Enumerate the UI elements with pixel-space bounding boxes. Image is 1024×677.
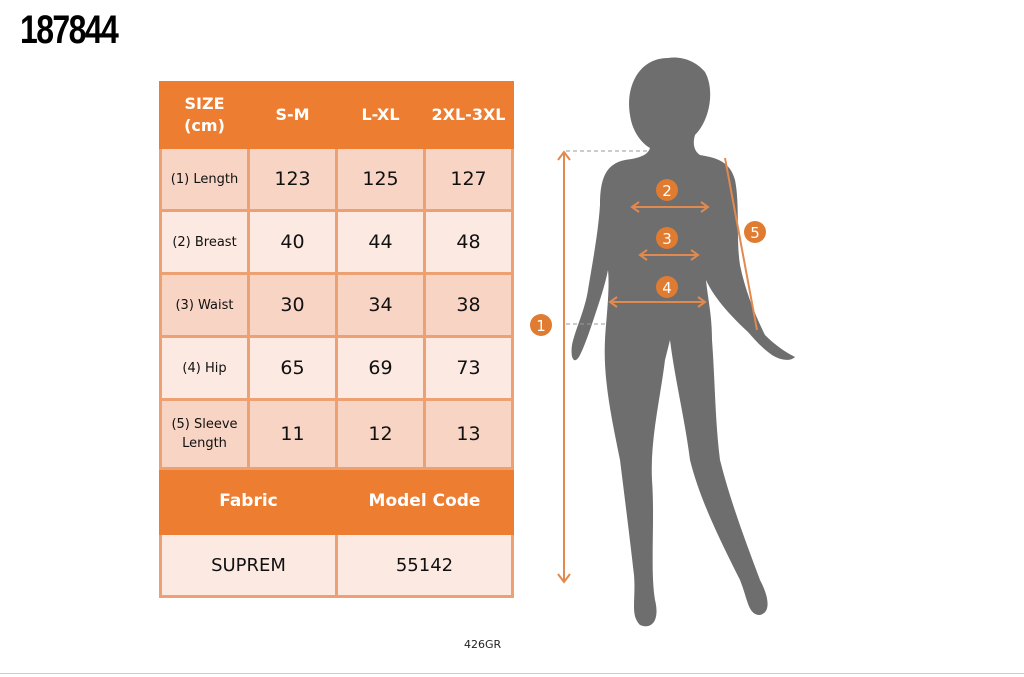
fabric-value-row: SUPREM 55142 (159, 532, 514, 598)
header-2xl-3xl: 2XL-3XL (423, 81, 514, 149)
cell: 13 (423, 398, 514, 470)
row-label: (3) Waist (159, 272, 250, 338)
cell: 40 (247, 209, 338, 275)
table-row: (2) Breast 40 44 48 (159, 209, 514, 275)
table-row: (5) Sleeve Length 11 12 13 (159, 398, 514, 470)
footer-code: 426GR (464, 638, 502, 651)
header-size: SIZE (cm) (159, 81, 250, 149)
model-code-value: 55142 (335, 532, 514, 598)
bottom-divider (0, 673, 1024, 674)
row-label: (5) Sleeve Length (159, 398, 250, 470)
marker-4: 4 (662, 279, 672, 297)
row-label: (2) Breast (159, 209, 250, 275)
product-code: 187844 (20, 8, 119, 52)
cell: 125 (335, 146, 426, 212)
header-s-m: S-M (247, 81, 338, 149)
cell: 30 (247, 272, 338, 338)
size-chart-table: SIZE (cm) S-M L-XL 2XL-3XL (1) Length 12… (159, 81, 514, 598)
header-l-xl: L-XL (335, 81, 426, 149)
fabric-value: SUPREM (159, 532, 338, 598)
cell: 69 (335, 335, 426, 401)
cell: 65 (247, 335, 338, 401)
fabric-header-row: Fabric Model Code (159, 467, 514, 535)
model-code-label: Model Code (335, 467, 514, 535)
marker-1: 1 (536, 317, 546, 335)
table-row: (1) Length 123 125 127 (159, 146, 514, 212)
woman-silhouette (571, 57, 795, 627)
cell: 38 (423, 272, 514, 338)
fabric-label: Fabric (159, 467, 338, 535)
marker-2: 2 (662, 182, 672, 200)
table-row: (3) Waist 30 34 38 (159, 272, 514, 338)
cell: 44 (335, 209, 426, 275)
marker-5: 5 (750, 224, 760, 242)
cell: 48 (423, 209, 514, 275)
cell: 11 (247, 398, 338, 470)
cell: 73 (423, 335, 514, 401)
table-header-row: SIZE (cm) S-M L-XL 2XL-3XL (159, 81, 514, 149)
cell: 123 (247, 146, 338, 212)
marker-3: 3 (662, 230, 672, 248)
table-row: (4) Hip 65 69 73 (159, 335, 514, 401)
cell: 12 (335, 398, 426, 470)
cell: 127 (423, 146, 514, 212)
row-label: (1) Length (159, 146, 250, 212)
row-label: (4) Hip (159, 335, 250, 401)
cell: 34 (335, 272, 426, 338)
